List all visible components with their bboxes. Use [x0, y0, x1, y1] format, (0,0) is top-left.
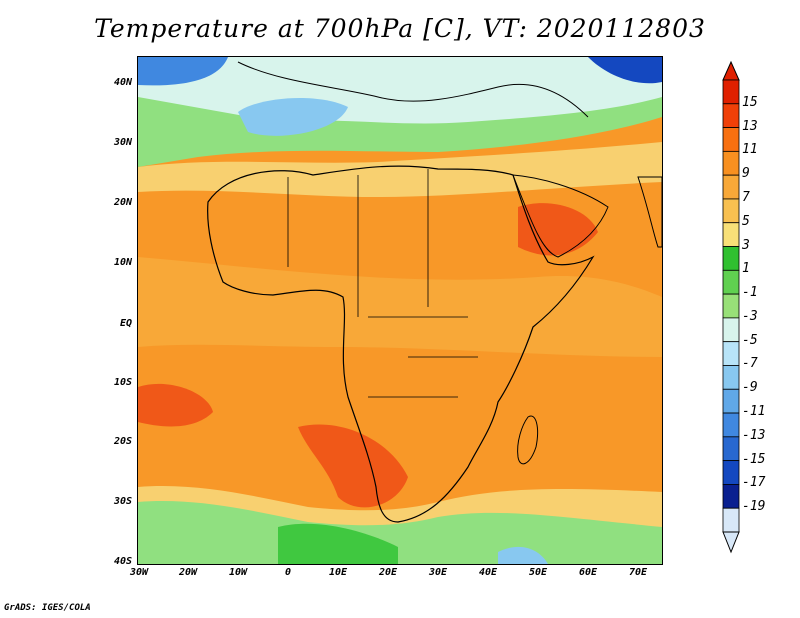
colorbar-label: -3	[742, 308, 758, 324]
colorbar-swatch	[722, 460, 740, 485]
field-warm-southern-africa	[298, 424, 408, 508]
lon-label-10e: 10E	[328, 567, 348, 578]
lon-label-20w: 20W	[178, 567, 198, 578]
colorbar-swatch	[722, 174, 740, 200]
europe-coastline	[237, 61, 589, 118]
colorbar-label: -1	[742, 285, 758, 301]
field-green-south	[278, 523, 398, 564]
colorbar-swatch	[722, 365, 740, 390]
lon-label-70e: 70E	[628, 567, 648, 578]
lon-label-40e: 40E	[478, 567, 498, 578]
colorbar-label: 13	[742, 118, 758, 134]
field-warm-atlantic	[138, 383, 213, 427]
colorbar-swatch	[722, 317, 740, 343]
colorbar-swatches	[722, 79, 740, 533]
colorbar-swatch	[722, 79, 740, 105]
colorbar-label: 5	[742, 213, 750, 229]
colorbar-swatch	[722, 484, 740, 509]
colorbar-label: -19	[742, 499, 766, 515]
colorbar-swatch	[722, 412, 740, 438]
colorbar-label: -17	[742, 475, 766, 491]
lon-label-0: 0	[284, 567, 292, 578]
country-borders	[287, 169, 478, 398]
colorbar-label: -11	[742, 404, 766, 420]
lon-label-30w: 30W	[129, 567, 149, 578]
colorbar-swatch	[722, 293, 740, 319]
colorbar-swatch	[722, 341, 740, 366]
colorbar-label: -7	[742, 356, 758, 372]
lon-label-10w: 10W	[228, 567, 248, 578]
grads-footer: GrADS: IGES/COLA	[4, 603, 91, 613]
africa-coastline	[207, 165, 595, 523]
lon-label-20e: 20E	[378, 567, 398, 578]
colorbar-swatch	[722, 127, 740, 152]
colorbar-label: -15	[742, 451, 766, 467]
colorbar-bottom-arrow	[722, 531, 740, 554]
colorbar-swatch	[722, 103, 740, 128]
colorbar-label: 15	[742, 94, 758, 110]
lat-label-20n: 20N	[113, 197, 132, 208]
colorbar-label: 11	[742, 142, 758, 158]
field-cold-south	[498, 546, 548, 564]
colorbar-label: -9	[742, 380, 758, 396]
colorbar-label: 9	[742, 166, 750, 182]
lat-label-40s: 40S	[113, 556, 132, 567]
lat-label-20s: 20S	[113, 436, 132, 447]
lon-label-30e: 30E	[428, 567, 448, 578]
colorbar-swatch	[722, 150, 740, 176]
colorbar-label: -5	[742, 332, 758, 348]
map-title: Temperature at 700hPa [C], VT: 202011280…	[94, 14, 706, 43]
colorbar-swatch	[722, 269, 740, 295]
colorbar-top-arrow	[722, 60, 740, 81]
field-cold-blob-2	[138, 57, 228, 86]
madagascar-coastline	[517, 415, 539, 465]
field-yellow-band	[138, 142, 662, 197]
lon-label-60e: 60E	[578, 567, 598, 578]
colorbar-label: 3	[742, 237, 750, 253]
colorbar-label: 1	[742, 261, 750, 277]
colorbar-label: -13	[742, 427, 766, 443]
colorbar-label: 7	[742, 189, 750, 205]
colorbar-swatch	[722, 388, 740, 414]
lat-label-10s: 10S	[113, 377, 132, 388]
lat-label-eq: EQ	[119, 318, 132, 329]
temperature-map	[137, 56, 663, 565]
field-cool-south	[138, 501, 662, 564]
lon-label-50e: 50E	[528, 567, 548, 578]
temperature-field	[138, 57, 662, 564]
colorbar-swatch	[722, 507, 740, 533]
field-cold-blob-3	[588, 57, 662, 84]
colorbar-swatch	[722, 246, 740, 271]
lat-label-30s: 30S	[113, 496, 132, 507]
colorbar-swatch	[722, 222, 740, 247]
arabia-coastline	[512, 174, 609, 258]
colorbar-swatch	[722, 436, 740, 462]
lat-label-40n: 40N	[113, 77, 132, 88]
lat-label-30n: 30N	[113, 137, 132, 148]
lat-label-10n: 10N	[113, 257, 132, 268]
india-coastline	[637, 176, 662, 248]
field-cold-blob-1	[238, 97, 348, 136]
colorbar-swatch	[722, 198, 740, 224]
